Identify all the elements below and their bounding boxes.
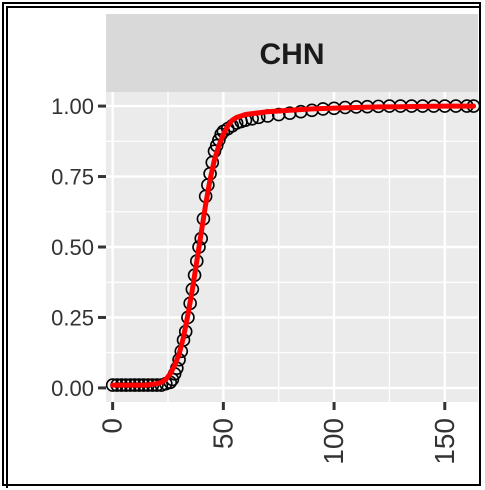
y-tick-label: 0.25 [51, 305, 94, 330]
y-axis: 0.00 0.25 0.50 0.75 1.00 [51, 94, 106, 401]
facet-strip: CHN [106, 14, 478, 92]
inner-frame [6, 6, 481, 488]
minor-gridlines [106, 92, 478, 402]
x-tick-label: 0 [97, 418, 128, 434]
y-tick-label: 0.50 [51, 235, 94, 260]
y-tick-label: 0.00 [51, 376, 94, 401]
outer-frame [2, 2, 481, 486]
major-gridlines [106, 92, 478, 402]
x-tick-label: 100 [318, 418, 349, 465]
fit-line [110, 103, 477, 388]
facet-label: CHN [260, 38, 325, 71]
facet-strip-background [106, 14, 478, 92]
y-tick-label: 0.75 [51, 165, 94, 190]
x-tick-label: 50 [207, 418, 238, 449]
y-tick-label: 1.00 [51, 94, 94, 119]
x-tick-label: 150 [429, 418, 460, 465]
plot-panel [105, 92, 481, 402]
x-axis: 0 50 100 150 [97, 402, 460, 465]
